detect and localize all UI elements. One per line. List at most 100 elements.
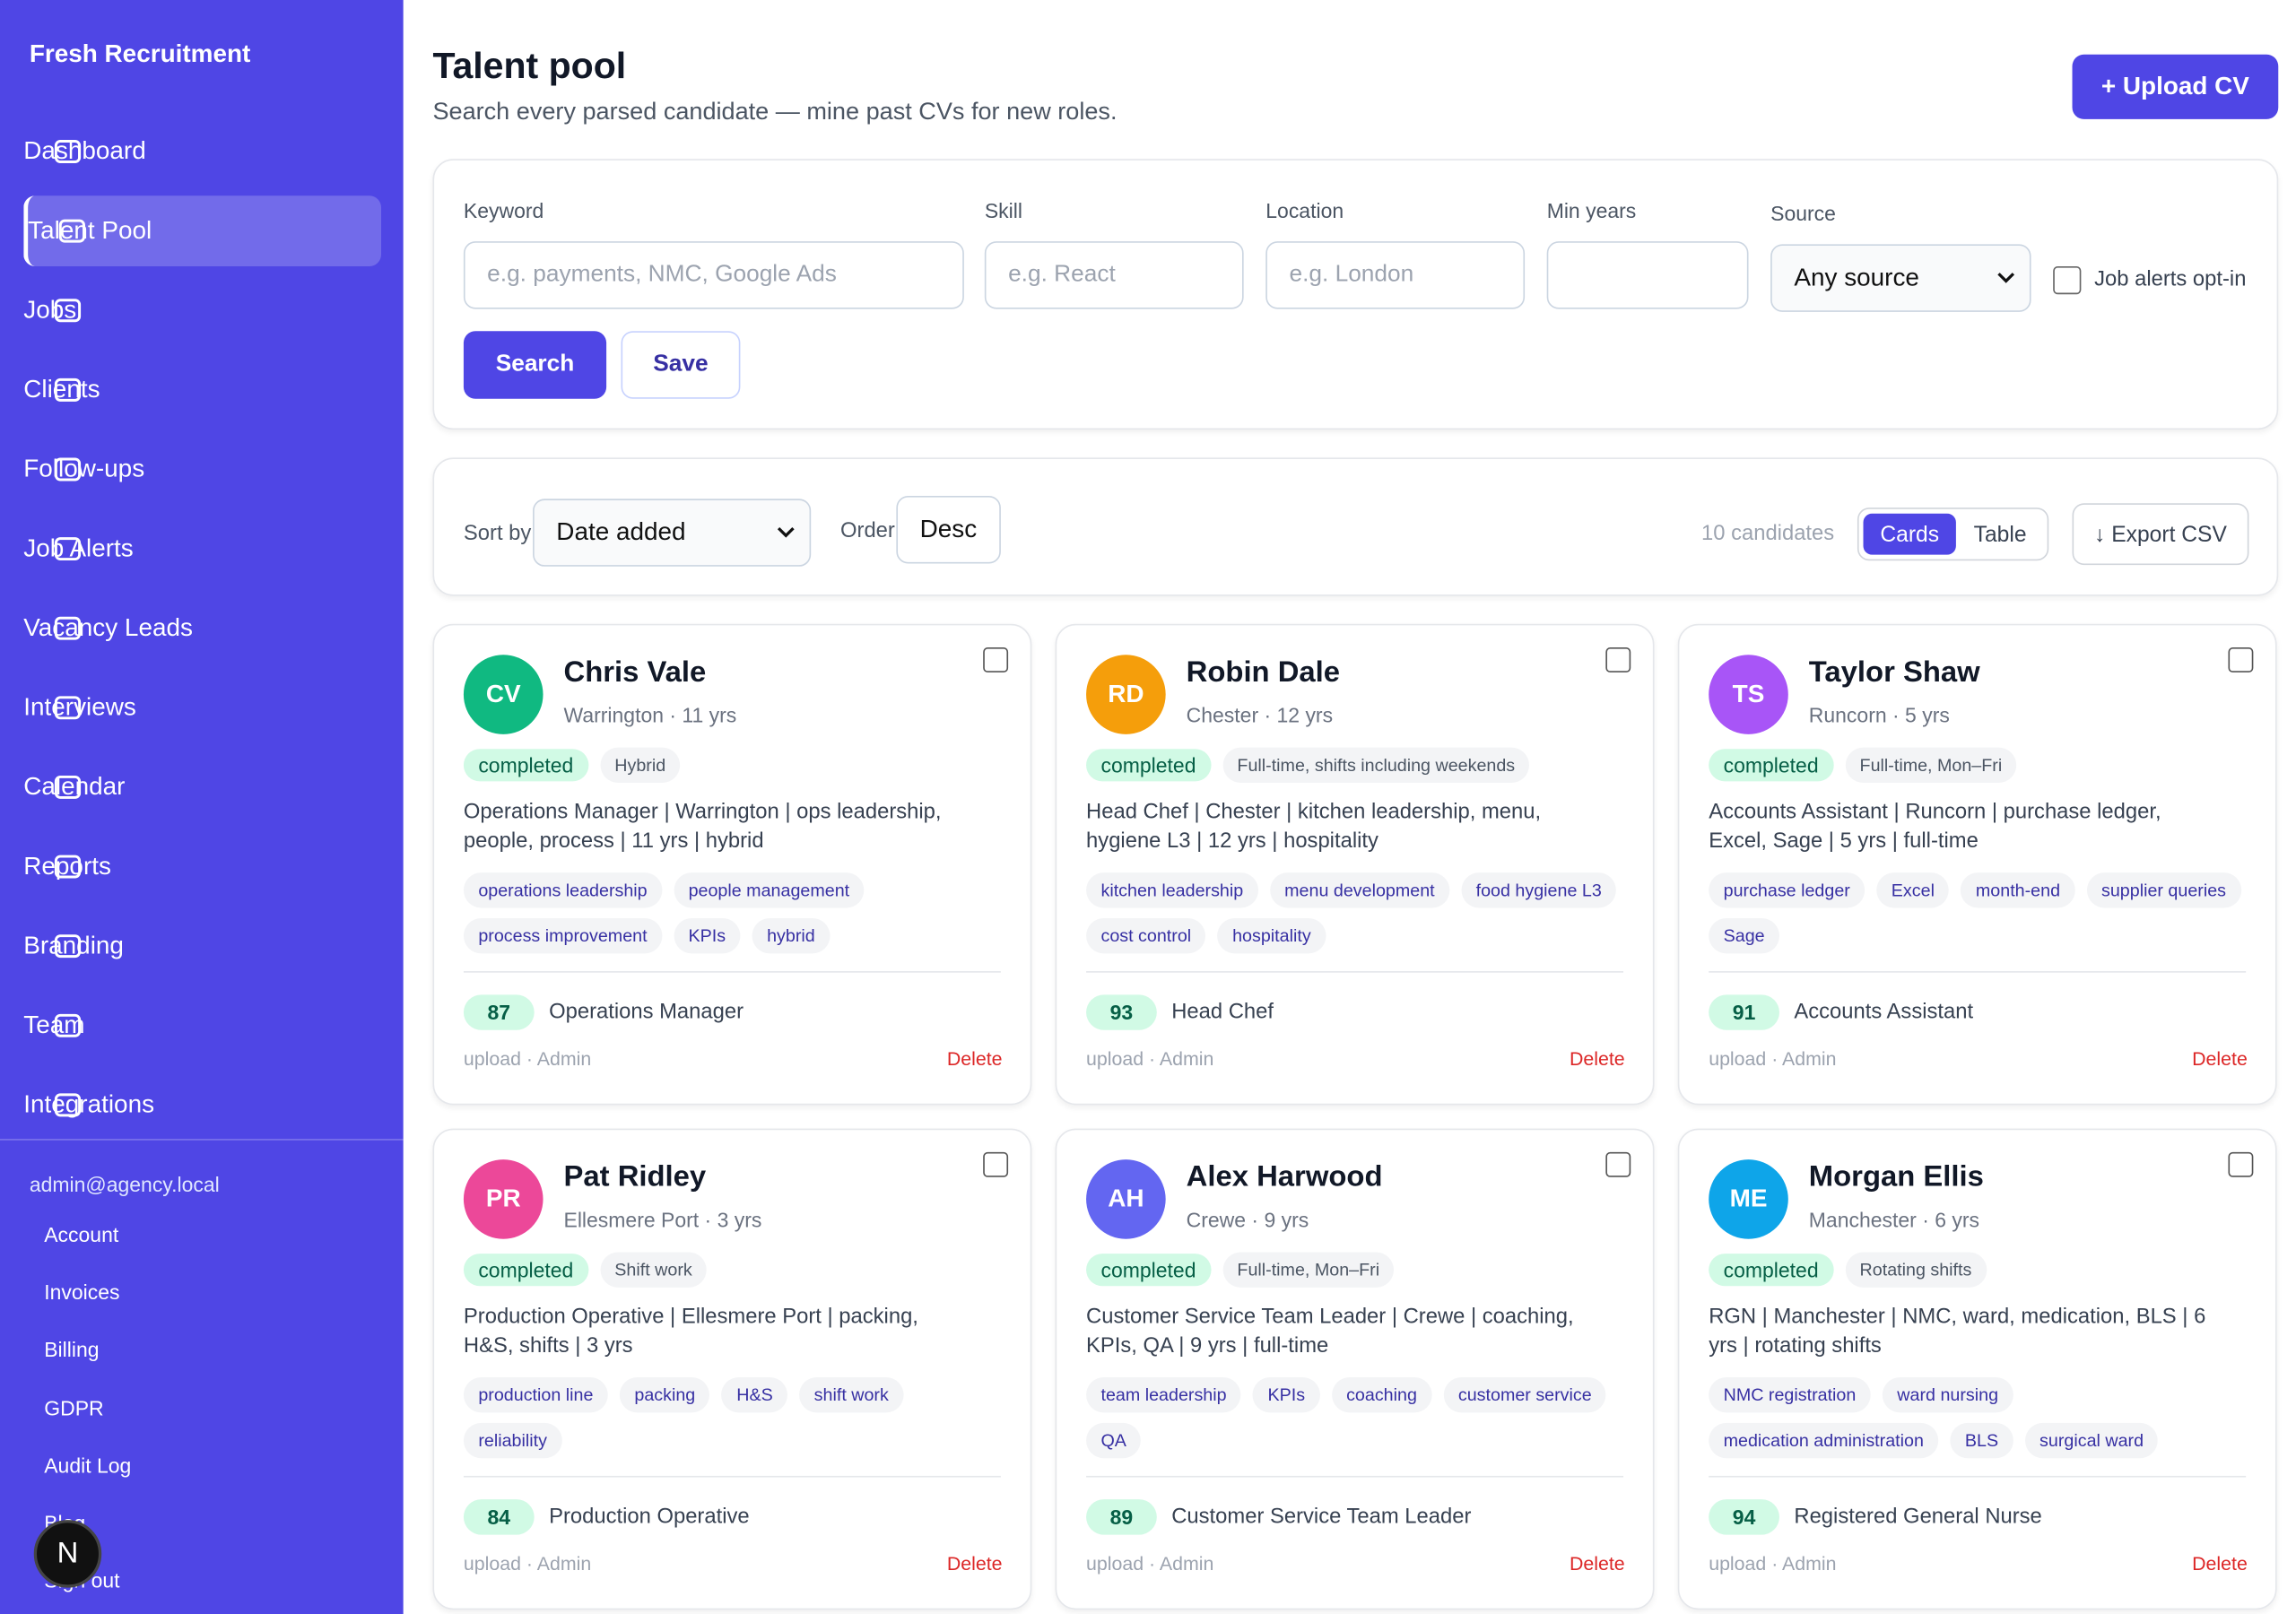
skill-tag: production line	[463, 1376, 608, 1413]
export-button[interactable]: ↓ Export CSV	[2072, 503, 2249, 566]
status-tag: completed	[463, 749, 588, 782]
pattern-tag: Full-time, shifts including weekends	[1222, 747, 1530, 784]
nav-icon	[54, 457, 82, 482]
source: upload · Admin	[1086, 1552, 1214, 1575]
order-input[interactable]: Desc	[896, 496, 1001, 564]
status-tag: completed	[1086, 749, 1211, 782]
field-label: Min years	[1546, 198, 1637, 222]
skill-tag: customer service	[1443, 1376, 1607, 1413]
account-link[interactable]: Account	[44, 1222, 119, 1246]
select-checkbox[interactable]	[2228, 647, 2254, 672]
skill-tag: cost control	[1086, 917, 1206, 954]
delete-link[interactable]: Delete	[946, 1552, 1003, 1575]
select-checkbox[interactable]	[983, 647, 1009, 672]
nav-item[interactable]: Calendar	[23, 752, 381, 823]
summary: Head Chef | Chester | kitchen leadership…	[1086, 800, 1542, 854]
nav-icon	[54, 140, 82, 163]
delete-link[interactable]: Delete	[1569, 1047, 1625, 1071]
nav-item[interactable]: Talent Pool	[23, 195, 382, 267]
skill-tags: production line packing H&S shift work relia…	[463, 1376, 1004, 1459]
text-input[interactable]: e.g. React	[984, 241, 1244, 309]
delete-link[interactable]: Delete	[2192, 1552, 2248, 1575]
nav-item[interactable]: Follow-ups	[23, 434, 381, 505]
avatar: TS	[1709, 655, 1788, 734]
candidate-name[interactable]: Chris Vale	[563, 655, 707, 689]
view-option[interactable]: Table	[1973, 521, 2027, 547]
source: upload · Admin	[1086, 1047, 1214, 1071]
status-row: completed Full-time, Mon–Fri	[1709, 747, 2248, 784]
candidate-name[interactable]: Morgan Ellis	[1808, 1160, 1984, 1193]
nav-icon	[54, 1093, 82, 1117]
nav-label: Dashboard	[23, 136, 146, 165]
opt-in-checkbox[interactable]	[2053, 266, 2082, 295]
field-label: Keyword	[463, 198, 544, 222]
account-link[interactable]: Billing	[44, 1338, 100, 1362]
brand: Fresh Recruitment	[29, 39, 251, 68]
sort-select[interactable]: Date added	[533, 499, 812, 567]
page-title: Talent pool	[432, 45, 627, 87]
skill-tag: purchase ledger	[1709, 872, 1866, 908]
chevron	[1997, 273, 2015, 283]
divider	[1709, 1475, 2247, 1478]
save-button[interactable]: Save	[621, 331, 741, 399]
field-label: Source	[1770, 201, 1836, 226]
view-option[interactable]: Cards	[1863, 513, 1956, 555]
nav-label: Vacancy Leads	[23, 613, 193, 642]
nav-item[interactable]: Interviews	[23, 672, 381, 743]
avatar: RD	[1086, 655, 1166, 734]
nav-item[interactable]: Clients	[23, 354, 381, 425]
delete-link[interactable]: Delete	[946, 1047, 1003, 1071]
nav-item[interactable]: Integrations	[23, 1070, 381, 1141]
skill-tag: ward nursing	[1882, 1376, 2013, 1413]
account-link[interactable]: Audit Log	[44, 1453, 132, 1478]
status-row: completed Shift work	[463, 1252, 1004, 1288]
source-select[interactable]: Any source	[1770, 244, 2031, 312]
chevron	[777, 526, 795, 538]
candidate-card: ME Morgan Ellis Manchester · 6 yrs complete…	[1677, 1128, 2277, 1610]
candidate-meta: Manchester · 6 yrs	[1808, 1208, 1980, 1232]
skill-tag: kitchen leadership	[1086, 872, 1258, 908]
account-link[interactable]: GDPR	[44, 1395, 104, 1419]
nav-item[interactable]: Dashboard	[23, 117, 381, 187]
text-input[interactable]: e.g. payments, NMC, Google Ads	[463, 241, 964, 309]
select-checkbox[interactable]	[2228, 1151, 2254, 1177]
divider	[1086, 971, 1624, 973]
summary: RGN | Manchester | NMC, ward, medication…	[1709, 1305, 2206, 1358]
score-badge: 89	[1086, 1499, 1157, 1535]
candidate-name[interactable]: Robin Dale	[1186, 655, 1341, 689]
candidate-name[interactable]: Pat Ridley	[563, 1160, 707, 1193]
search-button[interactable]: Search	[463, 331, 607, 399]
nav-icon	[54, 299, 82, 323]
nav-item[interactable]: Reports	[23, 831, 381, 902]
nav-label: Integrations	[23, 1089, 155, 1119]
delete-link[interactable]: Delete	[2192, 1047, 2248, 1071]
opt-in-label: Job alerts opt-in	[2094, 267, 2247, 291]
delete-link[interactable]: Delete	[1569, 1552, 1625, 1575]
text-input[interactable]: e.g. London	[1265, 241, 1526, 309]
nav-item[interactable]: Job Alerts	[23, 514, 381, 585]
select-checkbox[interactable]	[983, 1151, 1009, 1177]
divider	[1709, 971, 2247, 973]
score-badge: 94	[1709, 1499, 1779, 1535]
candidate-name[interactable]: Taylor Shaw	[1808, 655, 1980, 689]
skill-tag: Excel	[1876, 872, 1950, 908]
nav-item[interactable]: Jobs	[23, 275, 381, 346]
upload-button[interactable]: + Upload CV	[2072, 54, 2279, 119]
select-value: Any source	[1794, 263, 1919, 291]
candidate-name[interactable]: Alex Harwood	[1186, 1160, 1383, 1193]
pattern-tag: Hybrid	[599, 747, 681, 784]
nav-item[interactable]: Team	[23, 990, 381, 1061]
skill-tag: packing	[619, 1376, 710, 1413]
skill-tags: team leadership KPIs coaching customer serv…	[1086, 1376, 1626, 1459]
avatar: PR	[463, 1159, 544, 1239]
dev-badge[interactable]: N	[33, 1520, 102, 1588]
nav-item[interactable]: Vacancy Leads	[23, 593, 381, 664]
text-input[interactable]	[1546, 241, 1749, 309]
account-link[interactable]: Invoices	[44, 1280, 120, 1305]
nav-item[interactable]: Branding	[23, 911, 381, 982]
nav-label: Talent Pool	[28, 216, 152, 245]
skill-tag: Sage	[1709, 917, 1780, 954]
select-checkbox[interactable]	[1605, 647, 1631, 672]
select-checkbox[interactable]	[1605, 1151, 1631, 1177]
